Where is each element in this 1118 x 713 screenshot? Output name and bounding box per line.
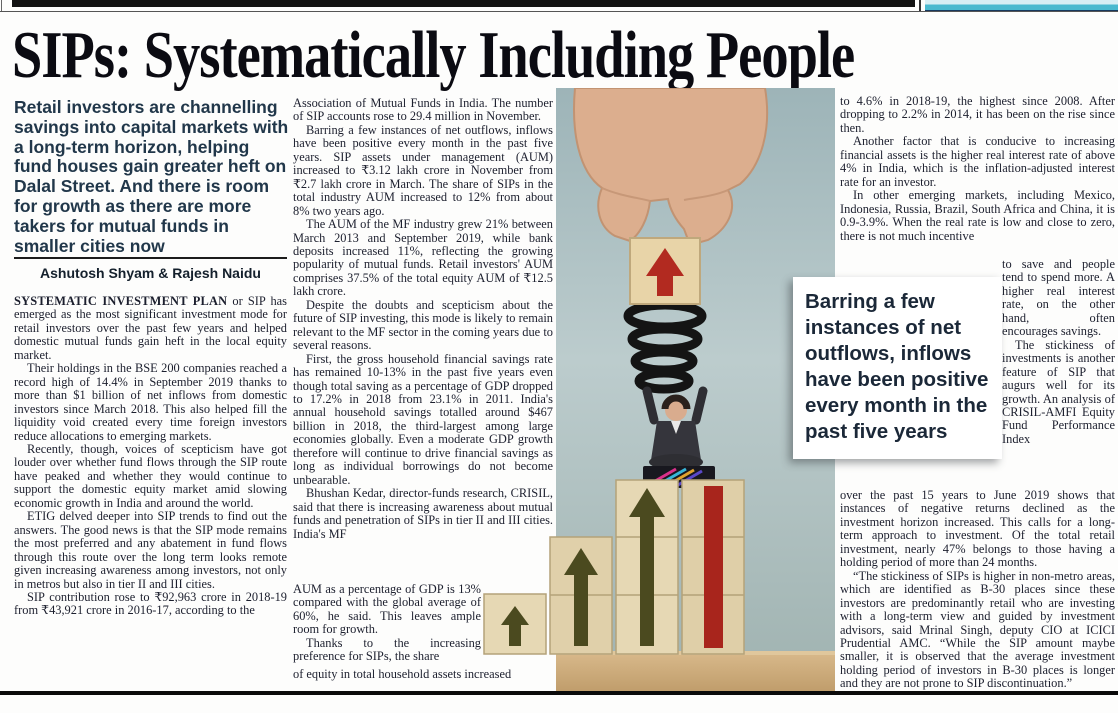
up-arrow-icon [501, 606, 529, 646]
paragraph: Their holdings in the BSE 200 companies … [14, 361, 287, 443]
paragraph: to 4.6% in 2018-19, the highest since 20… [840, 94, 1115, 135]
pull-quote: Barring a few instances of net outflows,… [793, 277, 1002, 459]
paragraph: Barring a few instances of net outflows,… [293, 122, 553, 218]
block-staircase [483, 479, 745, 655]
paragraph: Bhushan Kedar, director-funds research, … [293, 486, 553, 541]
paragraph: of equity in total household assets incr… [293, 667, 512, 681]
held-block [629, 237, 701, 305]
paragraph: Despite the doubts and scepticism about … [293, 297, 553, 353]
table-surface [556, 651, 835, 693]
paragraph: to save and people tend to spend more. A… [1002, 257, 1115, 339]
top-photo-fragment [12, 0, 915, 7]
paragraph: The stickiness of investments is another… [1002, 337, 1115, 446]
headline: SIPs: Systematically Including People [12, 17, 855, 92]
paragraph: In other emerging markets, including Mex… [840, 188, 1115, 243]
lead-paragraph: SYSTEMATIC INVESTMENT PLAN or SIP has em… [14, 294, 287, 362]
lead-rest: or SIP has emerged as the most significa… [14, 294, 287, 362]
hand-icon [573, 88, 769, 247]
up-arrow-icon [646, 248, 684, 296]
top-column-rule [919, 0, 921, 11]
paragraph: Another factor that is conducive to incr… [840, 134, 1115, 189]
body-column-2-wrap: AUM as a percentage of GDP is 13% compar… [293, 582, 481, 664]
body-column-3-wrap: to save and people tend to spend more. A… [1002, 257, 1115, 446]
body-column-2-foot: of equity in total household assets incr… [293, 667, 553, 681]
body-column-3: to 4.6% in 2018-19, the highest since 20… [840, 94, 1115, 243]
paragraph: Recently, though, voices of scepticism h… [14, 441, 287, 510]
paragraph: The AUM of the MF industry grew 21% betw… [293, 217, 553, 299]
paragraph: ETIG delved deeper into SIP trends to fi… [14, 509, 287, 591]
byline: Ashutosh Shyam & Rajesh Naidu [40, 265, 261, 281]
spring-icon [623, 300, 707, 394]
standfirst: Retail investors are channelling savings… [14, 97, 289, 256]
page-bottom-rule [0, 691, 1118, 695]
article-top-rule [0, 11, 1118, 12]
paragraph: Association of Mutual Funds in India. Th… [293, 96, 553, 124]
up-arrow-icon [564, 548, 598, 646]
byline-rule [14, 257, 287, 259]
article-photo [483, 88, 835, 693]
body-column-3-foot: over the past 15 years to June 2019 show… [840, 488, 1115, 691]
paragraph: First, the gross household financial sav… [293, 351, 553, 487]
lead-caps: SYSTEMATIC INVESTMENT PLAN [14, 294, 228, 308]
body-column-2: Association of Mutual Funds in India. Th… [293, 96, 553, 541]
up-arrow-icon [629, 488, 665, 646]
paragraph: SIP contribution rose to ₹92,963 crore i… [14, 589, 287, 618]
paragraph: over the past 15 years to June 2019 show… [840, 488, 1115, 570]
paragraph: AUM as a percentage of GDP is 13% compar… [293, 582, 481, 637]
left-edge-rule [1, 0, 2, 11]
body-column-1: SYSTEMATIC INVESTMENT PLAN or SIP has em… [14, 294, 287, 618]
paragraph: “The stickiness of SIPs is higher in non… [840, 568, 1115, 691]
red-bar [704, 486, 723, 648]
paragraph: Thanks to the increasing preference for … [293, 635, 481, 664]
